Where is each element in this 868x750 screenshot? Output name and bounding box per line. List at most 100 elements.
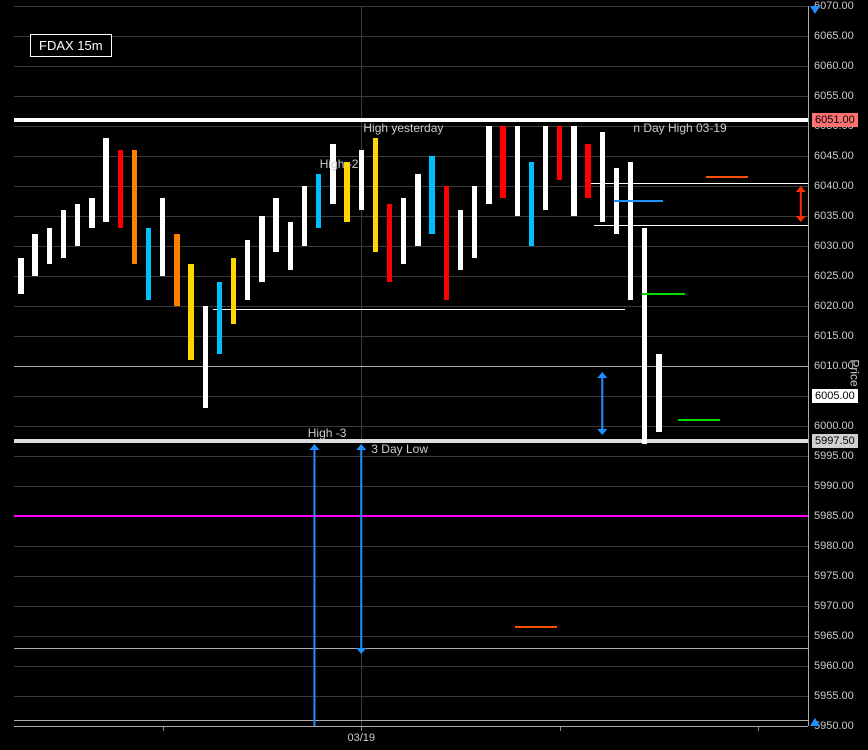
annotation-layer — [0, 0, 868, 750]
gridline — [14, 696, 808, 697]
price-bar — [500, 126, 505, 198]
scroll-marker-icon[interactable] — [810, 6, 820, 14]
price-bar — [118, 150, 123, 228]
level-marker — [642, 293, 685, 295]
price-bar — [373, 138, 378, 252]
gridline — [14, 6, 808, 7]
chart-annotation: High -2 — [320, 157, 359, 171]
price-box: 6005.00 — [812, 389, 858, 403]
y-tick-label: 6000.00 — [814, 420, 854, 432]
price-bar — [47, 228, 52, 264]
level-marker — [614, 200, 664, 202]
price-bar — [89, 198, 94, 228]
gridline — [14, 276, 808, 277]
price-box: 6051.00 — [812, 113, 858, 127]
price-bar — [628, 162, 633, 300]
gridline — [14, 546, 808, 547]
price-bar — [387, 204, 392, 282]
price-bar — [245, 240, 250, 300]
gridline — [14, 486, 808, 487]
price-bar — [543, 126, 548, 210]
y-tick-label: 6065.00 — [814, 30, 854, 42]
price-bar — [288, 222, 293, 270]
chart-annotation: 3 Day Low — [371, 442, 428, 456]
reference-line — [14, 515, 808, 517]
gridline — [14, 336, 808, 337]
y-tick-label: 5980.00 — [814, 540, 854, 552]
price-bar — [330, 144, 335, 204]
price-bar — [472, 186, 477, 258]
reference-line — [14, 648, 808, 649]
level-marker — [706, 176, 749, 178]
price-bar — [571, 126, 576, 216]
scroll-marker-icon[interactable] — [810, 718, 820, 726]
price-bar — [415, 174, 420, 246]
price-bar — [188, 264, 193, 360]
gridline — [14, 576, 808, 577]
chart-annotation: High -3 — [308, 426, 347, 440]
reference-line — [594, 225, 808, 226]
y-tick-label: 5990.00 — [814, 480, 854, 492]
y-tick-label: 6030.00 — [814, 240, 854, 252]
price-bar — [259, 216, 264, 282]
price-bar — [359, 150, 364, 210]
price-bar — [344, 162, 349, 222]
y-tick-label: 6020.00 — [814, 300, 854, 312]
y-tick-label: 6035.00 — [814, 210, 854, 222]
gridline — [14, 66, 808, 67]
y-tick-label: 5955.00 — [814, 690, 854, 702]
x-tick-label: 03/19 — [347, 732, 375, 744]
y-tick-label: 5970.00 — [814, 600, 854, 612]
gridline — [14, 456, 808, 457]
level-marker — [678, 419, 721, 421]
y-tick-label: 5975.00 — [814, 570, 854, 582]
gridline — [14, 666, 808, 667]
gridline — [14, 36, 808, 37]
y-tick-label: 5995.00 — [814, 450, 854, 462]
price-bar — [75, 204, 80, 246]
price-bar — [32, 234, 37, 276]
y-tick-label: 6045.00 — [814, 150, 854, 162]
gridline — [14, 306, 808, 307]
price-bar — [444, 186, 449, 300]
price-bar — [515, 126, 520, 216]
y-tick-label: 6025.00 — [814, 270, 854, 282]
y-axis-label: Price — [847, 359, 861, 386]
price-bar — [18, 258, 23, 294]
gridline — [14, 636, 808, 637]
chart-title: FDAX 15m — [30, 34, 112, 57]
gridline — [14, 96, 808, 97]
price-bar — [160, 198, 165, 276]
price-bar — [557, 126, 562, 180]
reference-line — [14, 366, 808, 367]
price-bar — [656, 354, 661, 432]
price-bar — [529, 162, 534, 246]
price-bar — [316, 174, 321, 228]
level-marker — [515, 626, 558, 628]
price-bar — [146, 228, 151, 300]
reference-line — [213, 309, 626, 310]
price-bar — [203, 306, 208, 408]
price-bar — [642, 228, 647, 444]
price-bar — [585, 144, 590, 198]
price-bar — [103, 138, 108, 222]
price-bar — [458, 210, 463, 270]
reference-line — [14, 720, 808, 721]
y-tick-label: 6055.00 — [814, 90, 854, 102]
price-bar — [401, 198, 406, 264]
price-bar — [273, 198, 278, 252]
price-bar — [302, 186, 307, 246]
chart-annotation: n Day High 03-19 — [633, 121, 726, 135]
y-tick-label: 6060.00 — [814, 60, 854, 72]
y-tick-label: 6040.00 — [814, 180, 854, 192]
price-box: 5997.50 — [812, 434, 858, 448]
candlestick-chart[interactable]: 5950.005955.005960.005965.005970.005975.… — [0, 0, 868, 750]
price-bar — [61, 210, 66, 258]
price-bar — [231, 258, 236, 324]
gridline — [14, 396, 808, 397]
y-tick-label: 5985.00 — [814, 510, 854, 522]
chart-annotation: High yesterday — [363, 121, 443, 135]
price-bar — [429, 156, 434, 234]
price-bar — [217, 282, 222, 354]
price-bar — [132, 150, 137, 264]
